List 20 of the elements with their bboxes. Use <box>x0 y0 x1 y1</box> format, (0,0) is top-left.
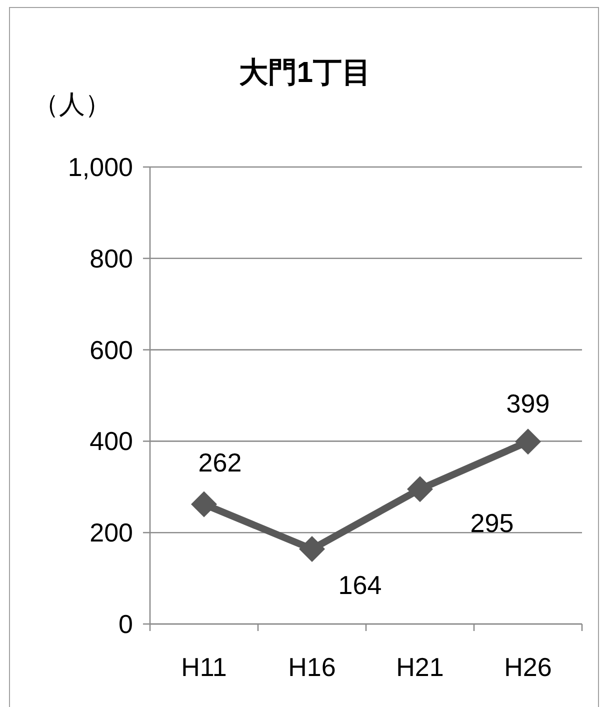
point <box>407 476 433 502</box>
y-tick-label: 0 <box>118 609 133 639</box>
data-label: 262 <box>198 447 242 478</box>
point <box>515 428 541 455</box>
data-label: 295 <box>470 508 514 538</box>
chart-title: 大門1丁目 <box>238 57 372 89</box>
data-label: 399 <box>506 388 550 419</box>
y-tick-label: 400 <box>90 426 133 456</box>
data-label: 164 <box>338 570 382 600</box>
x-tick-label: H21 <box>396 652 444 682</box>
y-tick-label: 1,000 <box>68 152 133 182</box>
x-tick-label: H11 <box>181 652 227 682</box>
point <box>299 536 325 562</box>
x-tick-label: H26 <box>504 652 552 682</box>
x-tick-label: H16 <box>288 652 336 682</box>
y-tick-label: 600 <box>90 334 133 365</box>
y-axis-title: （人） <box>33 89 111 119</box>
point <box>191 491 217 518</box>
y-tick-label: 800 <box>90 243 133 274</box>
y-tick-label: 200 <box>90 518 133 548</box>
